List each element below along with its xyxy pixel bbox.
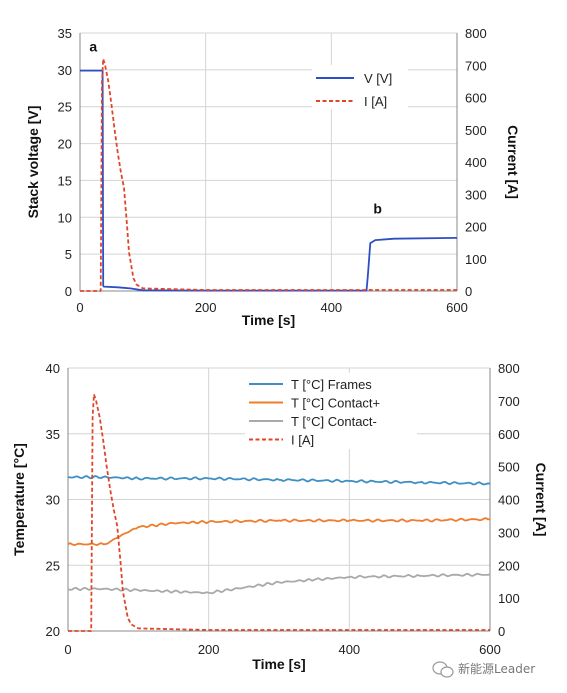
legend-label: T [°C] Contact- xyxy=(291,414,377,429)
x-tick-label: 0 xyxy=(76,300,83,315)
legend-label: I [A] xyxy=(291,433,314,448)
series-line-2 xyxy=(80,57,457,292)
y2-tick-label: 600 xyxy=(465,91,487,106)
watermark-text: 新能源Leader xyxy=(458,661,535,676)
y2-tick-label: 500 xyxy=(465,123,487,138)
y2-axis-title: Current [A] xyxy=(533,463,549,537)
series-group xyxy=(80,57,458,292)
x-tick-label: 400 xyxy=(338,642,360,657)
y-axis-title: Stack voltage [V] xyxy=(25,106,41,219)
y2-tick-label: 400 xyxy=(465,155,487,170)
series-line-3 xyxy=(67,572,491,595)
y2-tick-label: 200 xyxy=(465,220,487,235)
legend: T [°C] Frames T [°C] Contact+ T [°C] Conta… xyxy=(245,373,417,449)
legend-label: T [°C] Frames xyxy=(291,377,372,392)
y2-tick-label: 300 xyxy=(465,187,487,202)
y-tick-label: 20 xyxy=(46,624,60,639)
legend-background xyxy=(245,373,417,449)
legend-label: I [A] xyxy=(364,94,387,109)
series-line-2 xyxy=(67,517,491,546)
series-group xyxy=(67,393,491,632)
y2-tick-label: 500 xyxy=(498,460,520,475)
chart-2: 0 200 400 600202530354001002003004005006007… xyxy=(11,361,549,672)
y2-axis-title: Current [A] xyxy=(505,125,521,199)
watermark: 新能源Leader xyxy=(432,661,535,678)
annotation-label: a xyxy=(89,38,97,54)
x-tick-label: 600 xyxy=(446,300,468,315)
y2-tick-label: 800 xyxy=(498,361,520,376)
x-tick-label: 200 xyxy=(198,642,220,657)
y-tick-label: 35 xyxy=(58,26,72,41)
y2-tick-label: 100 xyxy=(465,252,487,267)
y2-tick-label: 400 xyxy=(498,493,520,508)
y2-tick-label: 0 xyxy=(498,624,505,639)
legend-background xyxy=(312,65,408,109)
y-axis-title: Temperature [°C] xyxy=(11,443,27,556)
wechat-icon xyxy=(432,661,454,678)
annotation-label: b xyxy=(373,201,382,217)
y-tick-label: 30 xyxy=(46,493,60,508)
x-tick-label: 0 xyxy=(64,642,71,657)
y2-tick-label: 0 xyxy=(465,284,472,299)
chart-1: 0 200 400 600051015202530350100200300400500… xyxy=(25,26,521,328)
x-axis-title: Time [s] xyxy=(242,312,295,328)
y-tick-label: 25 xyxy=(58,100,72,115)
legend-label: T [°C] Contact+ xyxy=(291,396,380,411)
x-tick-label: 400 xyxy=(320,300,342,315)
y2-tick-label: 800 xyxy=(465,26,487,41)
y-tick-label: 40 xyxy=(46,361,60,376)
y-tick-label: 30 xyxy=(58,63,72,78)
wechat-icon-bubble-2 xyxy=(440,666,454,678)
y2-tick-label: 700 xyxy=(465,58,487,73)
y-tick-label: 5 xyxy=(65,247,72,262)
series-line-1 xyxy=(80,69,458,292)
legend-label: V [V] xyxy=(364,71,392,86)
y2-tick-label: 100 xyxy=(498,591,520,606)
legend: V [V] I [A] xyxy=(312,65,408,109)
y2-tick-label: 300 xyxy=(498,525,520,540)
y-tick-label: 20 xyxy=(58,137,72,152)
y-tick-label: 10 xyxy=(58,210,72,225)
series-line-1 xyxy=(67,475,491,486)
y-tick-label: 15 xyxy=(58,173,72,188)
x-axis-title: Time [s] xyxy=(252,656,305,672)
y-tick-label: 35 xyxy=(46,427,60,442)
y-tick-label: 0 xyxy=(65,284,72,299)
y2-tick-label: 600 xyxy=(498,427,520,442)
x-tick-label: 600 xyxy=(479,642,501,657)
y-tick-label: 25 xyxy=(46,558,60,573)
y2-tick-label: 700 xyxy=(498,394,520,409)
series-line-4 xyxy=(68,393,490,632)
y2-tick-label: 200 xyxy=(498,558,520,573)
x-tick-label: 200 xyxy=(195,300,217,315)
